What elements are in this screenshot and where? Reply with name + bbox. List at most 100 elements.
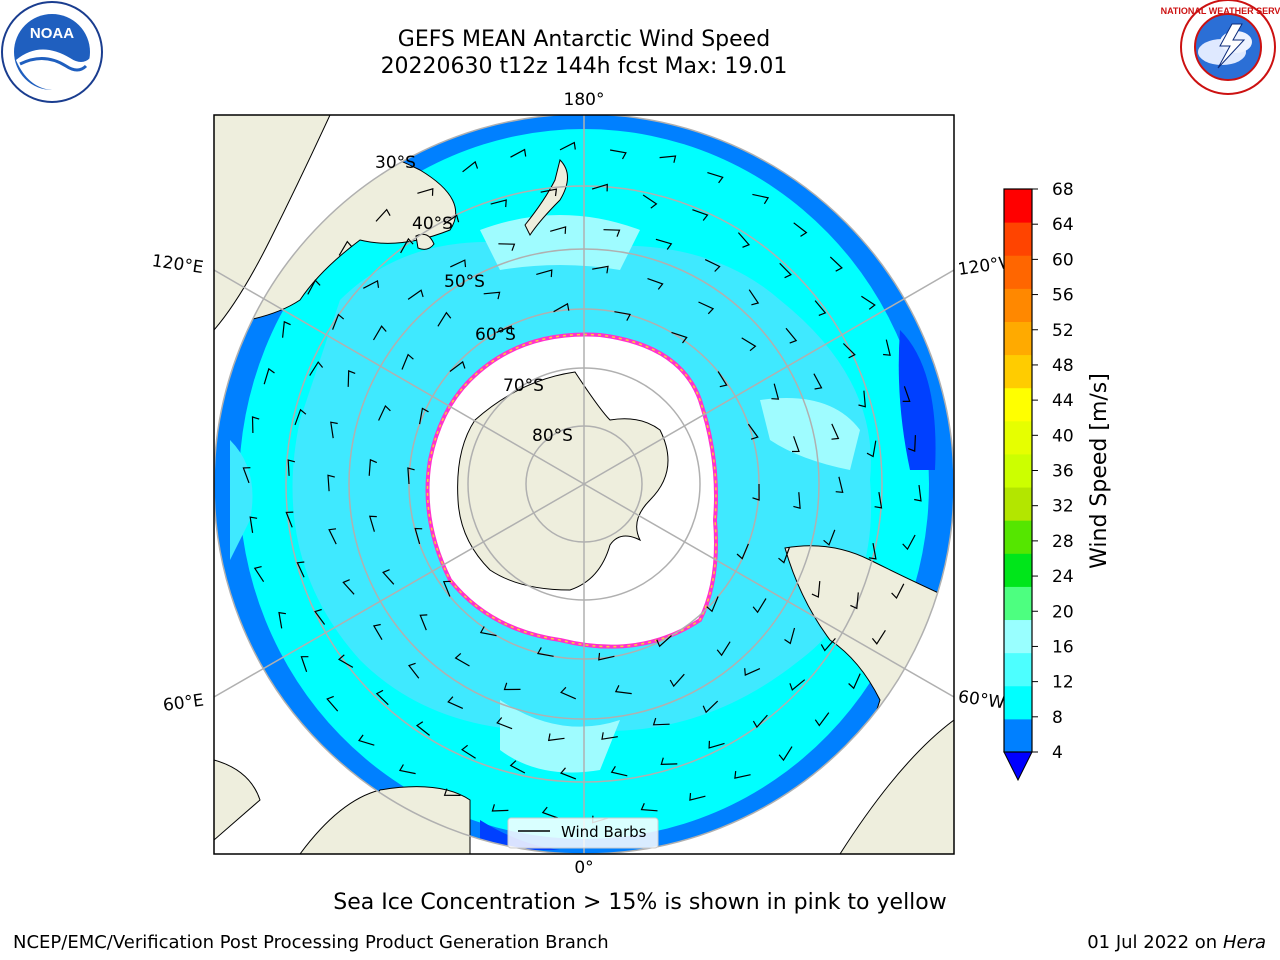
wind-barb (407, 289, 424, 300)
lon-label-180: 180° (564, 90, 605, 110)
colorbar-band (1004, 586, 1032, 621)
wind-barb (559, 141, 576, 151)
colorbar-band (1004, 619, 1032, 654)
wind-barb (614, 685, 632, 695)
wind-barb (414, 527, 423, 545)
colorbar-band (1004, 222, 1032, 256)
colorbar-extend-triangle (1003, 751, 1033, 782)
wind-barb (868, 542, 877, 560)
wind-barb (242, 467, 251, 484)
wind-barb (442, 580, 451, 597)
lon-label-0: 0° (574, 858, 593, 878)
lon-label-120e: 120°E (151, 251, 205, 278)
wind-barb (640, 802, 658, 812)
lon-label-60w: 60°W (957, 687, 1006, 713)
wind-barb (375, 689, 389, 706)
wind-barb (309, 361, 324, 376)
wind-barb (372, 623, 383, 641)
wind-barb (328, 528, 337, 545)
wind-barb (447, 696, 464, 709)
wind-barb (285, 511, 294, 528)
wind-barb (249, 516, 258, 533)
lat-label-30s: 30°S (375, 153, 416, 173)
wind-barb (253, 566, 265, 583)
wind-barb (656, 635, 672, 648)
wind-barb (382, 569, 395, 585)
footer-credit: NCEP/EMC/Verification Post Processing Pr… (13, 932, 609, 953)
lat-label-60s: 60°S (475, 325, 516, 345)
wind-barb (300, 656, 309, 672)
wind-barb (294, 408, 307, 426)
wind-barb (793, 222, 808, 237)
wind-barb (326, 695, 339, 712)
wind-barb (358, 734, 375, 746)
wind-barb (814, 712, 830, 727)
wind-barb (314, 608, 326, 625)
wind-barb (342, 579, 355, 595)
wind-barb (914, 485, 922, 502)
wind-barb (835, 476, 844, 493)
wind-barb (375, 208, 391, 222)
wind-barb (831, 423, 840, 440)
wind-barb (907, 435, 916, 452)
wind-barb (811, 581, 821, 598)
colorbar-band (1004, 718, 1032, 753)
wind-barb (866, 440, 877, 458)
wind-barb (778, 547, 790, 564)
colorbar-band (1004, 387, 1032, 422)
wind-barb (592, 265, 609, 274)
colorbar-tick-label: 16 (1052, 637, 1074, 657)
wind-barb (871, 629, 886, 645)
wind-barbs (242, 141, 922, 824)
wind-barb (400, 237, 414, 254)
wind-barb (454, 652, 470, 667)
wind-barb (510, 148, 527, 158)
wind-barb (610, 765, 628, 777)
colorbar-band (1004, 321, 1032, 356)
wind-barb (784, 627, 796, 645)
wind-barb (462, 160, 479, 173)
wind-barb (419, 614, 428, 631)
wind-barb (332, 313, 345, 330)
wind-barb (829, 256, 843, 272)
wind-barb (491, 804, 509, 812)
colorbar-tick-label: 44 (1052, 391, 1074, 411)
wind-barb (263, 367, 275, 385)
lat-label-80s: 80°S (532, 426, 573, 446)
colorbar-tick-label: 4 (1052, 743, 1063, 763)
noaa-logo: NOAA (1, 1, 103, 103)
wind-barb (698, 301, 715, 315)
wind-barb (337, 654, 354, 668)
footer-date: 01 Jul 2022 on Hera (1087, 932, 1266, 953)
wind-barb (598, 652, 615, 661)
wind-barb (461, 744, 476, 759)
wind-barb (741, 337, 757, 352)
wind-barb (419, 407, 429, 425)
wind-barb (707, 172, 724, 184)
wind-barb (603, 229, 621, 237)
wind-barb (483, 291, 501, 300)
wind-barb (536, 647, 554, 657)
wind-barb (415, 721, 430, 736)
footer-host: Hera (1222, 932, 1266, 953)
wind-barb (659, 155, 677, 163)
colorbar-band (1004, 685, 1032, 720)
wind-barb (536, 269, 553, 278)
wind-barb (363, 279, 380, 289)
map-legend: Wind Barbs (507, 817, 659, 849)
wind-barb (327, 474, 335, 492)
wind-barb (407, 467, 415, 485)
wind-barb (706, 596, 719, 613)
colorbar-band (1004, 354, 1032, 389)
wind-barb (704, 259, 721, 272)
wind-barb (503, 682, 521, 691)
wind-barb (479, 626, 497, 637)
colorbar-band (1004, 453, 1032, 488)
wind-barb (779, 262, 792, 279)
wind-barb (771, 383, 780, 400)
wind-barb (842, 343, 856, 359)
wind-barb (417, 187, 434, 196)
colorbar-tick-label: 48 (1052, 356, 1074, 376)
wind-barb (296, 561, 305, 578)
colorbar: 68 64 60 56 52 48 44 40 36 32 28 24 20 16 12 8 4 Wind Sp… (1003, 180, 1112, 782)
